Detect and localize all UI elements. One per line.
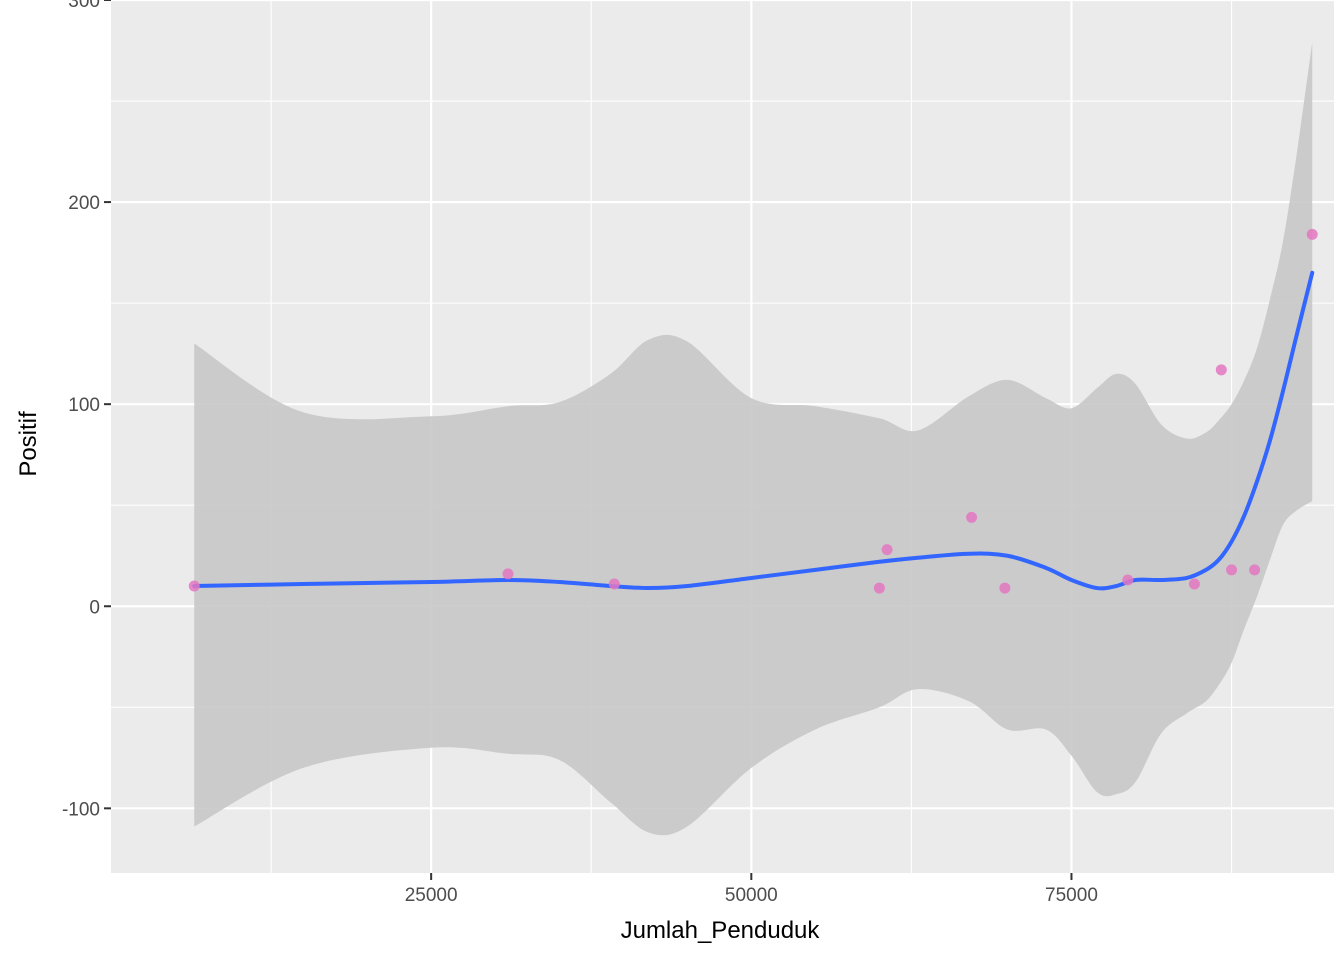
x-axis: 25000 50000 75000 — [405, 873, 1098, 906]
x-tick-label: 75000 — [1045, 885, 1098, 906]
y-tick-label: -100 — [62, 799, 100, 820]
data-point — [1122, 574, 1134, 586]
data-points — [188, 228, 1318, 594]
data-point — [188, 580, 200, 592]
y-tick-label: 300 — [68, 0, 100, 12]
data-point — [873, 582, 885, 594]
data-point — [1188, 578, 1200, 590]
x-axis-title: Jumlah_Penduduk — [621, 917, 821, 944]
y-axis: -100 0 100 200 300 — [62, 0, 111, 820]
x-tick-label: 25000 — [405, 885, 458, 906]
data-point — [608, 578, 620, 590]
confidence-band — [194, 42, 1313, 836]
data-point — [1226, 564, 1238, 576]
y-axis-title: Positif — [15, 411, 42, 477]
data-point — [999, 582, 1011, 594]
data-point — [881, 544, 893, 556]
data-point — [1306, 228, 1318, 240]
y-tick-label: 200 — [68, 193, 100, 214]
data-point — [502, 568, 514, 580]
y-tick-label: 0 — [89, 597, 100, 618]
data-point — [1249, 564, 1261, 576]
y-tick-label: 100 — [68, 395, 100, 416]
data-point — [966, 511, 978, 523]
data-point — [1215, 364, 1227, 376]
smooth-line — [192, 270, 1315, 591]
x-tick-label: 50000 — [725, 885, 778, 906]
